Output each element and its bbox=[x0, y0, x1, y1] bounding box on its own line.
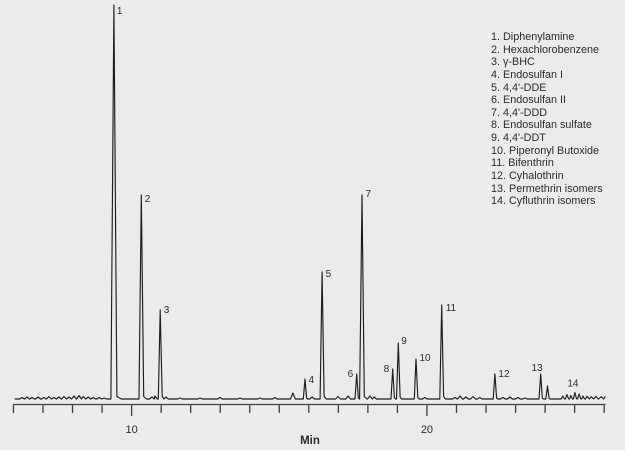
peak-label-12: 12 bbox=[498, 369, 510, 380]
legend-item: 10. Piperonyl Butoxide bbox=[491, 144, 600, 157]
peak-label-14: 14 bbox=[567, 379, 579, 390]
peak-label-2: 2 bbox=[145, 194, 151, 205]
x-axis-tick-labels: 10 20 bbox=[125, 424, 433, 436]
x-axis-title: Min bbox=[300, 435, 320, 447]
peak-label-10: 10 bbox=[420, 353, 432, 364]
peak-legend: 1. Diphenylamine 2. Hexachlorobenzene 3. γ… bbox=[491, 31, 603, 208]
peak-label-1: 1 bbox=[117, 6, 123, 17]
peak-label-6: 6 bbox=[348, 369, 354, 380]
legend-item: 2. Hexachlorobenzene bbox=[491, 43, 600, 56]
legend-item: 11. Bifenthrin bbox=[491, 157, 554, 170]
legend-item: 7. 4,4'-DDD bbox=[491, 106, 548, 119]
chromatogram-trace bbox=[14, 4, 606, 400]
legend-item: 4. Endosulfan I bbox=[491, 68, 564, 81]
legend-item: 14. Cyfluthrin isomers bbox=[491, 195, 596, 208]
peak-label-11: 11 bbox=[446, 303, 457, 314]
peak-label-9: 9 bbox=[401, 336, 407, 347]
legend-item: 5. 4,4'-DDE bbox=[491, 81, 547, 94]
x-axis-tick-label: 10 bbox=[125, 424, 137, 436]
legend-item: 3. γ-BHC bbox=[491, 56, 535, 69]
peak-label-8: 8 bbox=[384, 364, 390, 375]
legend-item: 1. Diphenylamine bbox=[491, 31, 575, 43]
legend-item: 9. 4,4'-DDT bbox=[491, 132, 546, 144]
peak-label-4: 4 bbox=[309, 375, 315, 386]
legend-item: 13. Permethrin isomers bbox=[491, 182, 603, 195]
x-axis-tick-label: 20 bbox=[421, 424, 433, 436]
legend-item: 6. Endosulfan II bbox=[491, 94, 567, 107]
x-axis-ticks bbox=[12, 405, 605, 416]
peak-label-7: 7 bbox=[366, 189, 372, 200]
peak-label-5: 5 bbox=[326, 269, 332, 280]
legend-item: 8. Endosulfan sulfate bbox=[491, 119, 592, 132]
peak-label-3: 3 bbox=[164, 305, 170, 316]
legend-item: 12. Cyhalothrin bbox=[491, 169, 564, 182]
peak-label-13: 13 bbox=[532, 363, 544, 374]
